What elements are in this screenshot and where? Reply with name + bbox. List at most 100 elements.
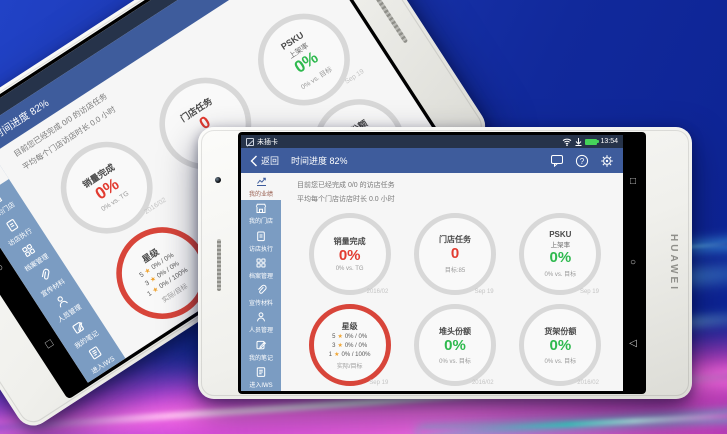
paperclip-icon (258, 285, 267, 294)
speaker-grille (217, 239, 221, 291)
message-icon[interactable] (550, 154, 564, 167)
metric-circle[interactable]: 货架份额 0% 0% vs. 目标 (519, 304, 602, 387)
recents-button[interactable]: □ (43, 337, 56, 352)
sidebar-item-label: 我的业绩 (248, 192, 273, 199)
star-row-1: 1 ★ 0% / 100% (329, 351, 371, 359)
sidebar-item-materials[interactable]: 宣传材料 (21, 256, 75, 306)
metric-date: 2016/02 (577, 380, 599, 386)
app-body: 我的业绩 我的门店 (241, 173, 623, 391)
recents-button[interactable]: □ (629, 176, 637, 187)
document-list-icon (256, 367, 266, 377)
status-bar: 未插卡 13:54 (241, 135, 623, 148)
metric-value: 0% (549, 336, 572, 354)
clock-label: 13:54 (600, 138, 618, 145)
app-header: 返回 时间进度 82% ? (241, 148, 623, 173)
star-row-5: 5 ★ 0% / 0% (332, 333, 367, 341)
metric-card-shelf-share: 货架份额 0% 0% vs. 目标 2016/02 (508, 302, 613, 390)
star-icon: ★ (337, 342, 343, 349)
sidebar-item-archives[interactable]: 档案管理 (241, 255, 281, 282)
help-icon[interactable]: ? (575, 154, 589, 168)
sidebar-item-label: 我的笔记 (248, 355, 273, 362)
intro-line-2: 平均每个门店访店时长 0.0 小时 (297, 196, 395, 203)
metric-date: Sep 19 (579, 288, 599, 295)
star-legend: 实际/目标 (336, 363, 363, 370)
front-camera-icon (215, 177, 221, 183)
sidebar-item-materials[interactable]: 宣传材料 (241, 282, 281, 309)
sidebar-item-label: 我的门店 (248, 219, 273, 226)
sidebar-item-stores[interactable]: 我的门店 (241, 200, 281, 227)
metric-subtext: 0% vs. 目标 (439, 359, 471, 365)
app-window: 未插卡 13:54 (241, 135, 623, 391)
metric-title: 销量完成 (333, 236, 366, 246)
metric-title: PSKU (549, 230, 572, 239)
clipboard-icon (257, 231, 265, 241)
metric-circle[interactable]: PSKU 上架率 0% 0% vs. 目标 (519, 212, 602, 295)
metric-title: 星级 (341, 321, 358, 331)
sidebar-item-notes[interactable]: 我的笔记 (241, 337, 281, 364)
metric-subtext: 0% vs. 目标 (544, 359, 577, 365)
sidebar-item-visits[interactable]: 访店执行 (0, 205, 42, 255)
settings-gear-icon[interactable] (600, 154, 614, 168)
metric-date: Sep 19 (474, 288, 494, 295)
storefront-icon (0, 192, 3, 207)
grid-icon (256, 258, 266, 268)
home-button[interactable]: ○ (0, 261, 7, 276)
storefront-icon (255, 204, 267, 214)
metric-circle[interactable]: 销量完成 0% 0% vs. TG (308, 212, 391, 295)
metrics-grid: 销量完成 0% 0% vs. TG 2016/02 门店任务 0 (297, 210, 613, 389)
metric-card-psku: PSKU 上架率 0% 0% vs. 目标 Sep 19 (508, 210, 613, 298)
sidebar-item-label: 访店执行 (248, 246, 273, 253)
metric-title: 门店任务 (438, 235, 471, 244)
metric-circle[interactable]: 堆头份额 0% 0% vs. 目标 (413, 304, 496, 387)
person-icon (256, 312, 266, 322)
teal-bottom-beam (420, 412, 727, 434)
android-nav-bar: □ ○ ◁ (623, 135, 643, 391)
star-value: 0% / 0% (344, 333, 368, 340)
intro-line-1: 目前您已经完成 0/0 的访店任务 (297, 182, 395, 189)
metric-title: 堆头份额 (438, 326, 471, 336)
back-button-label: 返回 (261, 156, 280, 166)
intro-summary: 目前您已经完成 0/0 的访店任务 平均每个门店访店时长 0.0 小时 (297, 180, 613, 208)
metric-date: 2016/02 (366, 288, 389, 295)
sidebar-item-label: 档案管理 (248, 273, 273, 280)
metric-subtext: 0% vs. 目标 (544, 271, 577, 278)
metric-title: 货架份额 (544, 326, 577, 336)
sidebar-item-stores[interactable]: 我的门店 (0, 179, 26, 229)
metric-circle[interactable]: 门店任务 0 目标:85 (413, 212, 496, 295)
paperclip-icon (41, 268, 50, 280)
page-title: 时间进度 82% (291, 156, 348, 166)
notebook-pen-icon (256, 340, 267, 349)
back-button[interactable]: 返回 (250, 154, 279, 167)
svg-text:?: ? (580, 156, 585, 165)
metric-value: 0% (444, 336, 466, 354)
metric-card-star-rating: 星级 5 ★ 0% / 0% 3 ★ 0% / (297, 302, 402, 390)
sidebar-item-staff[interactable]: 人员管理 (241, 309, 281, 336)
star-icon: ★ (334, 351, 340, 358)
sidebar-item-label: 人员管理 (248, 328, 273, 335)
huawei-tablet-front: HUAWEI 未插卡 13:54 (198, 127, 692, 399)
star-value: 0% / 100% (341, 351, 371, 358)
metric-value: 0% (549, 249, 572, 266)
metric-card-sales: 销量完成 0% 0% vs. TG 2016/02 (297, 210, 402, 298)
metric-title-2: 上架率 (550, 242, 571, 249)
no-sim-icon (246, 137, 254, 146)
chevron-left-icon (250, 155, 257, 166)
star-value: 0% / 0% (344, 342, 368, 349)
metric-circle[interactable]: 星级 5 ★ 0% / 0% 3 ★ 0% / (308, 304, 391, 387)
sidebar-item-label: 进入IWS (249, 382, 273, 389)
star-level: 5 (332, 333, 336, 340)
star-row-3: 3 ★ 0% / 0% (332, 342, 367, 350)
metric-value: 0 (450, 245, 460, 262)
nav-back-button[interactable]: ◁ (629, 338, 637, 349)
battery-icon (585, 138, 600, 145)
star-icon: ★ (337, 333, 343, 340)
dashboard-content: 目前您已经完成 0/0 的访店任务 平均每个门店访店时长 0.0 小时 销量完成… (281, 173, 623, 391)
sidebar-item-archives[interactable]: 档案管理 (5, 230, 59, 280)
sidebar-item-enter-iws[interactable]: 进入IWS (241, 364, 281, 391)
home-button[interactable]: ○ (629, 257, 637, 268)
sidebar-item-visits[interactable]: 访店执行 (241, 228, 281, 255)
metric-subtext: 0% vs. TG (335, 266, 364, 272)
sidebar-item-performance[interactable]: 我的业绩 (241, 173, 281, 201)
sidebar-item-label: 宣传材料 (248, 301, 273, 308)
